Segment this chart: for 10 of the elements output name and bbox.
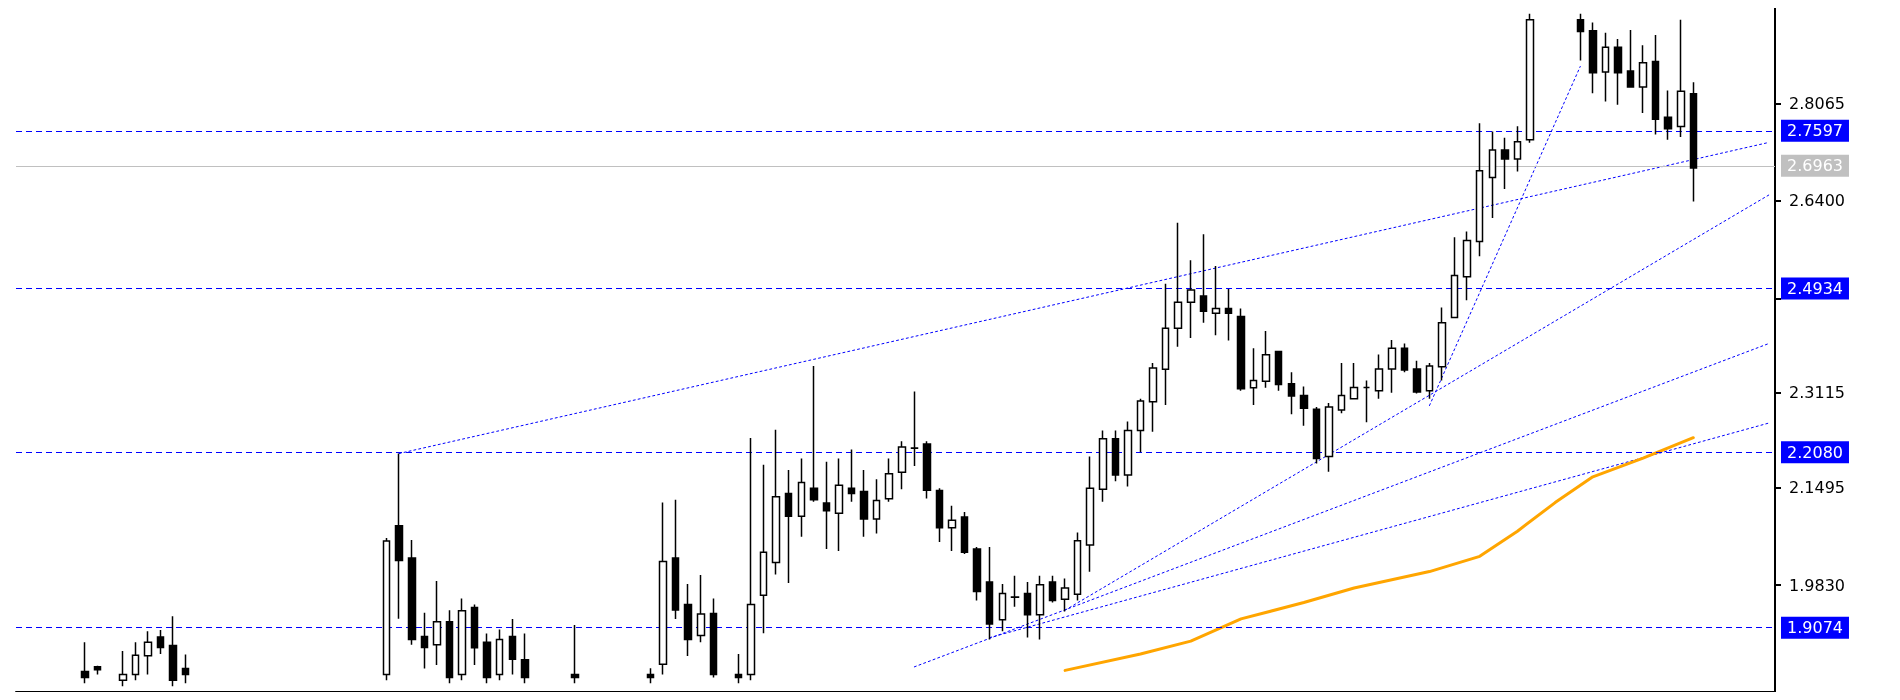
ref-line-label: 2.6963 [1787,156,1843,176]
y-tick-label: 2.3115 [1789,383,1845,403]
ref-line-label: 2.4934 [1787,279,1843,299]
y-tick-label: 2.8065 [1789,94,1845,114]
y-tick-label: 1.9830 [1789,575,1845,595]
ref-line-label: 2.2080 [1787,442,1843,462]
y-tick-label: 2.6400 [1789,191,1845,211]
ref-line-label: 2.7597 [1787,121,1843,141]
ref-line-label: 1.9074 [1787,618,1843,638]
y-tick-label: 2.1495 [1789,478,1845,498]
